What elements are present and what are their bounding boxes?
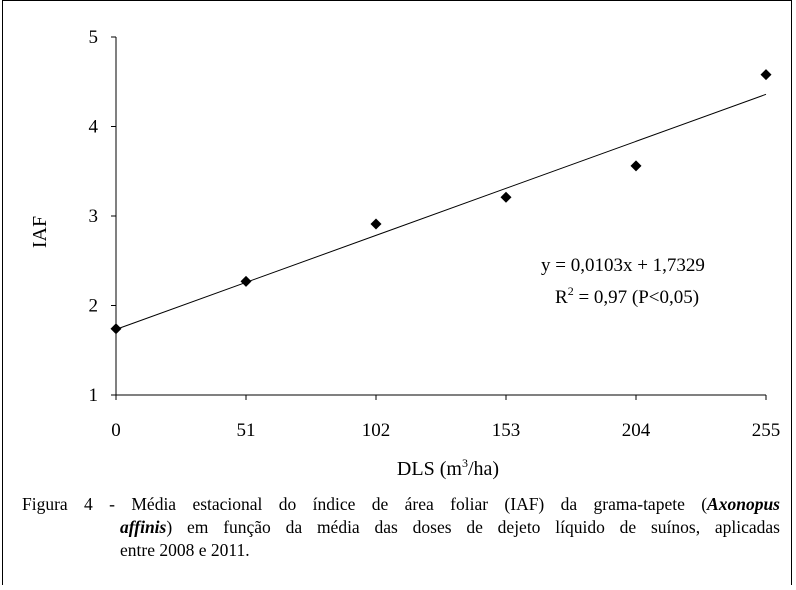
- y-tick-label: 1: [89, 385, 99, 406]
- x-tick-label: 102: [362, 420, 391, 441]
- data-point: [110, 323, 122, 335]
- chart-axes: [115, 37, 766, 396]
- y-tick-label: 4: [89, 117, 99, 138]
- x-tick-label: 0: [111, 420, 121, 441]
- y-tick-label: 3: [89, 206, 99, 227]
- data-point: [500, 191, 512, 203]
- r-squared-label: R2 = 0,97 (P<0,05): [555, 284, 699, 308]
- y-tick-label: 5: [89, 27, 99, 48]
- data-point: [630, 160, 642, 172]
- caption-line-2: affinis) em função da média das doses de…: [120, 517, 780, 537]
- x-tick-label: 255: [752, 420, 781, 441]
- data-point: [370, 218, 382, 230]
- y-tick-label: 2: [89, 296, 99, 317]
- x-tick-label: 153: [492, 420, 521, 441]
- y-axis-label: IAF: [29, 216, 51, 248]
- data-point: [760, 69, 772, 81]
- caption-line-3: entre 2008 e 2011.: [120, 540, 250, 560]
- x-tick-label: 204: [622, 420, 651, 441]
- x-axis-label: DLS (m3/ha): [397, 456, 499, 480]
- caption-line-1: Figura 4 - Média estacional do índice de…: [22, 494, 780, 514]
- data-point: [240, 275, 252, 287]
- figure-caption: Figura 4 - Média estacional do índice de…: [0, 493, 780, 562]
- trend-line: [115, 93, 767, 330]
- regression-equation: y = 0,0103x + 1,7329: [541, 255, 705, 276]
- x-tick-label: 51: [237, 420, 256, 441]
- scatter-chart: 1 2 3 4 5 0 51 102 153 204 255 IAF DLS (m3/ha) y …: [29, 27, 781, 480]
